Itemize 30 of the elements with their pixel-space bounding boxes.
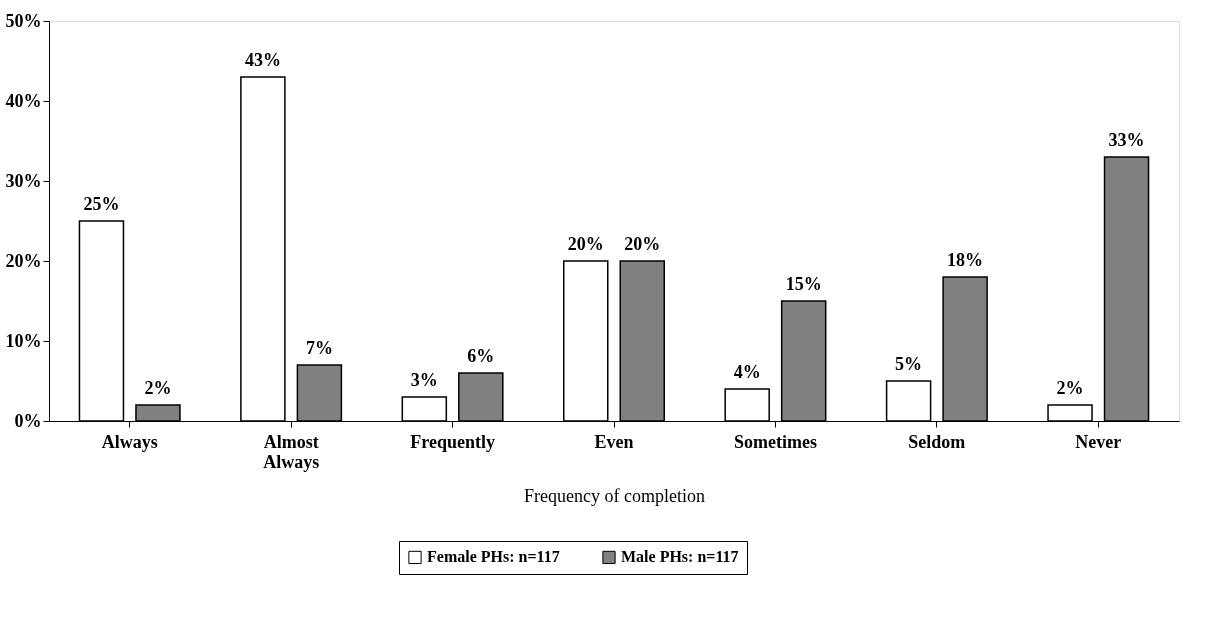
- data-label: 7%: [305, 338, 333, 358]
- x-tick-label: Even: [594, 431, 634, 452]
- y-tick-label: 50%: [5, 10, 42, 31]
- data-label: 20%: [567, 234, 604, 254]
- y-tick-label: 20%: [5, 250, 42, 271]
- x-tick-label: Seldom: [908, 431, 966, 452]
- data-label: 2%: [144, 378, 172, 398]
- data-label: 4%: [733, 362, 761, 382]
- x-tick-label: Always: [101, 431, 158, 452]
- y-tick-label: 10%: [5, 330, 42, 351]
- x-tick-label: Frequently: [410, 431, 495, 452]
- data-label: 20%: [624, 234, 661, 254]
- data-label: 2%: [1056, 378, 1084, 398]
- data-label: 18%: [947, 250, 984, 270]
- y-tick-label: 30%: [5, 170, 42, 191]
- legend-label: Female PHs: n=117: [427, 548, 560, 566]
- y-tick-label: 0%: [14, 410, 42, 431]
- data-label: 15%: [785, 274, 822, 294]
- y-tick-label: 40%: [5, 90, 42, 111]
- data-label: 6%: [467, 346, 495, 366]
- data-label: 43%: [244, 50, 281, 70]
- x-tick-label: Sometimes: [733, 431, 817, 452]
- data-label: 33%: [1108, 130, 1145, 150]
- data-label: 3%: [410, 370, 438, 390]
- legend-label: Male PHs: n=117: [621, 548, 739, 566]
- x-axis-title: Frequency of completion: [524, 485, 705, 506]
- x-tick-label: Never: [1075, 431, 1122, 452]
- x-tick-label: Almost Always: [263, 431, 320, 472]
- data-label: 5%: [895, 354, 923, 374]
- data-label: 25%: [83, 194, 120, 214]
